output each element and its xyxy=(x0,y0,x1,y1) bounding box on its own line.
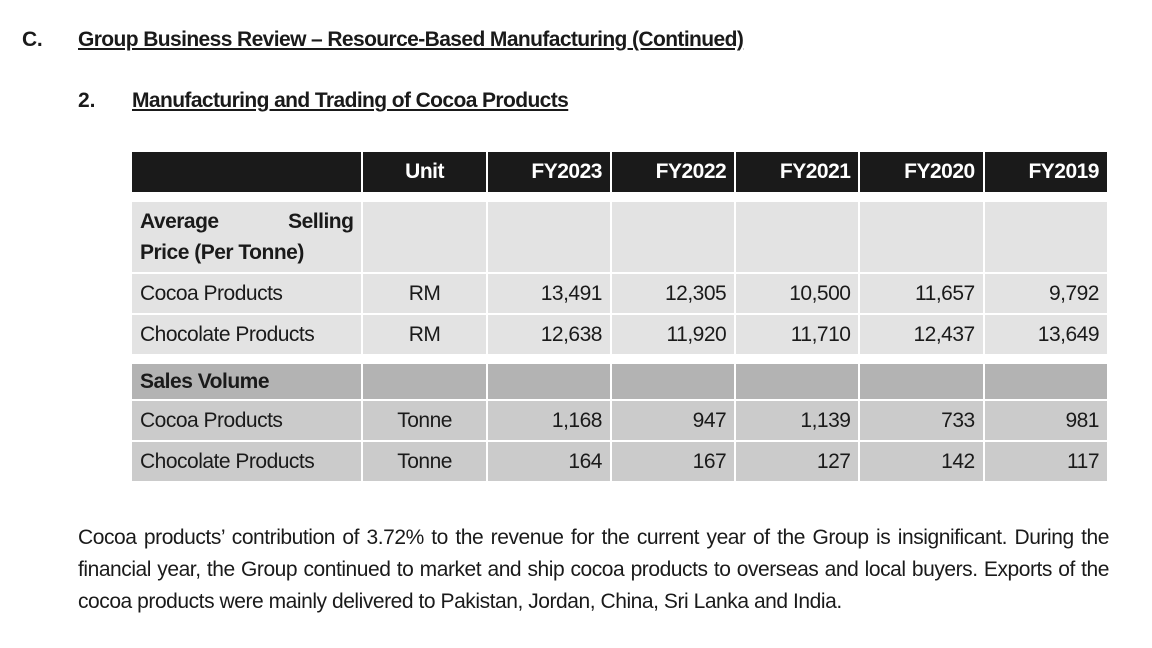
row-unit: Tonne xyxy=(361,440,488,483)
subsection-number: 2. xyxy=(78,89,96,112)
empty-cell xyxy=(361,200,488,274)
value-fy2019: 9,792 xyxy=(982,272,1110,315)
value-fy2021: 10,500 xyxy=(734,272,861,315)
empty-cell xyxy=(609,362,737,401)
value-fy2022: 11,920 xyxy=(609,313,737,356)
value-fy2020: 733 xyxy=(858,399,985,442)
table-row: Chocolate Products Tonne 164 167 127 142… xyxy=(129,440,1110,483)
table-header-row: Unit FY2023 FY2022 FY2021 FY2020 FY2019 xyxy=(129,150,1110,194)
group-header-average-selling-price: Average Selling Price (Per Tonne) xyxy=(129,200,364,274)
header-cell-fy2019: FY2019 xyxy=(982,150,1110,194)
cocoa-data-table: Unit FY2023 FY2022 FY2021 FY2020 FY2019 … xyxy=(129,150,1110,483)
group-title-word-2: Selling xyxy=(288,210,354,233)
row-label: Chocolate Products xyxy=(129,440,364,483)
empty-cell xyxy=(734,200,861,274)
value-fy2023: 13,491 xyxy=(485,272,612,315)
value-fy2022: 12,305 xyxy=(609,272,737,315)
row-label: Cocoa Products xyxy=(129,399,364,442)
row-label: Chocolate Products xyxy=(129,313,364,356)
table-spacer xyxy=(130,192,1109,202)
header-cell-fy2022: FY2022 xyxy=(609,150,737,194)
empty-cell xyxy=(734,362,861,401)
value-fy2020: 12,437 xyxy=(858,313,985,356)
value-fy2022: 167 xyxy=(609,440,737,483)
value-fy2023: 164 xyxy=(485,440,612,483)
empty-cell xyxy=(858,200,985,274)
group-header-sales-volume: Sales Volume xyxy=(129,362,364,401)
header-cell-fy2020: FY2020 xyxy=(858,150,985,194)
group-header-row: Average Selling Price (Per Tonne) xyxy=(129,200,1110,274)
table-row: Cocoa Products RM 13,491 12,305 10,500 1… xyxy=(129,272,1110,315)
value-fy2020: 142 xyxy=(858,440,985,483)
value-fy2019: 981 xyxy=(982,399,1110,442)
value-fy2022: 947 xyxy=(609,399,737,442)
value-fy2023: 1,168 xyxy=(485,399,612,442)
empty-cell xyxy=(485,362,612,401)
table-spacer xyxy=(130,354,1109,364)
table-row: Cocoa Products Tonne 1,168 947 1,139 733… xyxy=(129,399,1110,442)
row-unit: Tonne xyxy=(361,399,488,442)
row-unit: RM xyxy=(361,272,488,315)
header-cell-unit: Unit xyxy=(361,150,488,194)
group-title-line-2: Price (Per Tonne) xyxy=(140,241,304,264)
group-header-row: Sales Volume xyxy=(129,362,1110,401)
section-letter: C. xyxy=(22,28,43,51)
average-selling-price-group: Average Selling Price (Per Tonne) Cocoa … xyxy=(129,200,1110,356)
empty-cell xyxy=(982,362,1110,401)
empty-cell xyxy=(485,200,612,274)
row-unit: RM xyxy=(361,313,488,356)
value-fy2021: 11,710 xyxy=(734,313,861,356)
empty-cell xyxy=(361,362,488,401)
section-title: Group Business Review – Resource-Based M… xyxy=(78,28,744,51)
value-fy2021: 127 xyxy=(734,440,861,483)
header-cell-fy2021: FY2021 xyxy=(734,150,861,194)
empty-cell xyxy=(609,200,737,274)
table-row: Chocolate Products RM 12,638 11,920 11,7… xyxy=(129,313,1110,356)
row-label: Cocoa Products xyxy=(129,272,364,315)
empty-cell xyxy=(982,200,1110,274)
value-fy2019: 117 xyxy=(982,440,1110,483)
value-fy2021: 1,139 xyxy=(734,399,861,442)
value-fy2023: 12,638 xyxy=(485,313,612,356)
subsection-title: Manufacturing and Trading of Cocoa Produ… xyxy=(132,89,569,112)
value-fy2019: 13,649 xyxy=(982,313,1110,356)
header-cell-blank xyxy=(129,150,364,194)
sales-volume-group: Sales Volume Cocoa Products Tonne 1,168 … xyxy=(129,362,1110,483)
group-title-word-1: Average xyxy=(140,210,219,233)
summary-paragraph: Cocoa products’ contribution of 3.72% to… xyxy=(78,526,1109,613)
value-fy2020: 11,657 xyxy=(858,272,985,315)
header-cell-fy2023: FY2023 xyxy=(485,150,612,194)
empty-cell xyxy=(858,362,985,401)
